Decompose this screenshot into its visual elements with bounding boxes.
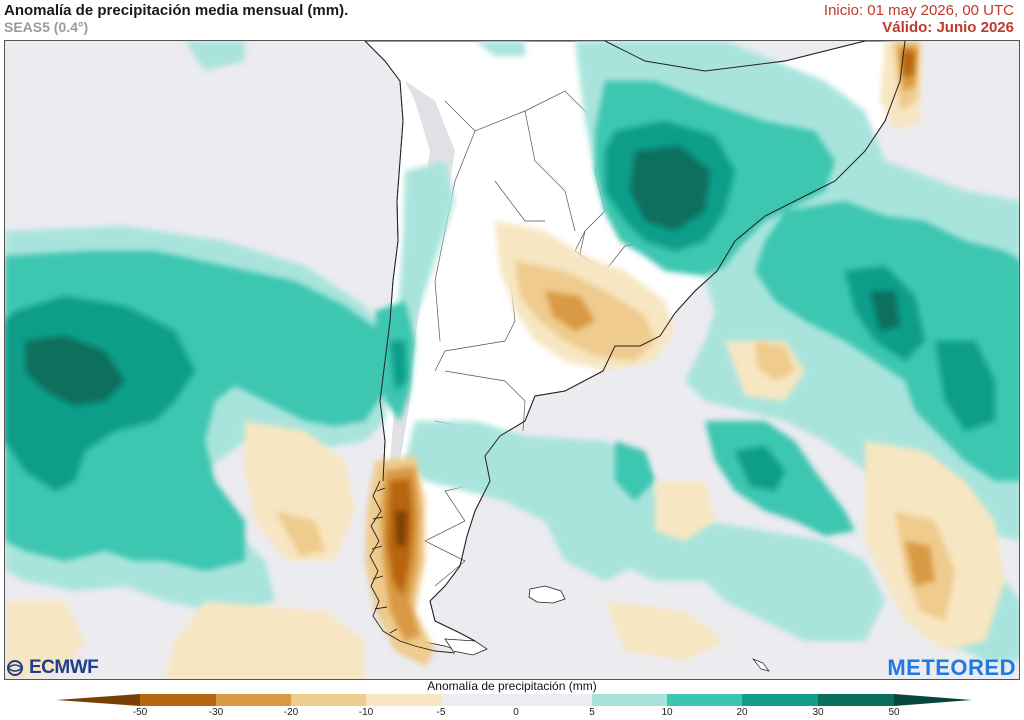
land-tierra-del-fuego: [444, 638, 488, 656]
tick-label: 50: [888, 707, 900, 718]
colorbar-10-20: [667, 694, 742, 706]
legend-title: Anomalía de precipitación (mm): [427, 679, 597, 693]
colorbar-30-20: [216, 694, 291, 706]
map-canvas: [5, 41, 1019, 679]
colorbar-neutral: [441, 694, 592, 706]
tick-label: -30: [208, 707, 224, 718]
init-time: Inicio: 01 may 2026, 00 UTC: [823, 2, 1014, 19]
colorbar-gt-50: [894, 694, 972, 706]
tick-label: -20: [283, 707, 299, 718]
tick-label: 0: [513, 707, 519, 718]
colorbar-20-10: [291, 694, 366, 706]
meteored-logo: METEORED: [887, 655, 1016, 681]
ecmwf-globe-icon: [7, 660, 24, 676]
land-falklands: [528, 585, 566, 604]
colorbar-ticks: -50 -30 -20 -10 -5 0 5 10 20 30 50: [0, 707, 1024, 720]
valid-period: Válido: Junio 2026: [882, 19, 1014, 36]
tick-label: -10: [358, 707, 374, 718]
map-title: Anomalía de precipitación media mensual …: [4, 2, 349, 19]
field-30-50: [25, 146, 900, 406]
colorbar-30-50: [818, 694, 894, 706]
ecmwf-logo: ECMWF: [6, 657, 99, 679]
meteored-logo-text: METEORED: [887, 655, 1016, 680]
tick-label: 20: [736, 707, 748, 718]
colorbar-5-10: [592, 694, 667, 706]
land-south-georgia: [751, 658, 770, 672]
tick-label: -5: [436, 707, 446, 718]
field-dry-lt-50: [395, 511, 407, 546]
model-label: SEAS5 (0.4°): [4, 19, 89, 35]
colorbar: [56, 694, 972, 706]
precipitation-anomaly-map[interactable]: [4, 40, 1020, 680]
tick-label: 5: [589, 707, 595, 718]
tick-label: -50: [132, 707, 148, 718]
ecmwf-logo-text: ECMWF: [29, 657, 99, 678]
colorbar-lt-50: [56, 694, 140, 706]
colorbar-50-30: [140, 694, 216, 706]
fjord-coast: [369, 480, 456, 654]
tick-label: 10: [661, 707, 673, 718]
tick-label: 30: [812, 707, 824, 718]
colorbar-20-30: [742, 694, 818, 706]
colorbar-10-5: [366, 694, 441, 706]
